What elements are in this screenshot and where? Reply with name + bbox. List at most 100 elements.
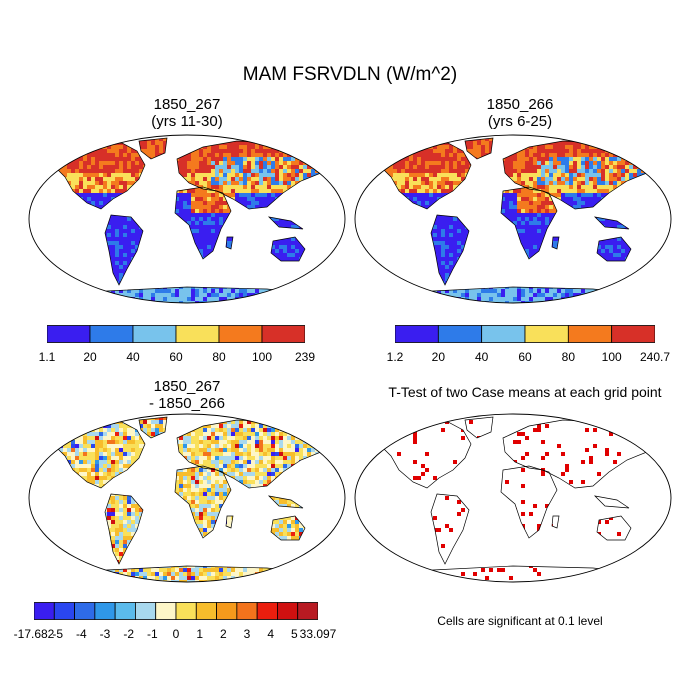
coastline-australia	[596, 236, 632, 262]
cb2-tick-label: 80	[561, 350, 576, 364]
cb2-swatch	[394, 325, 439, 343]
panel-3-title-line2: - 1850_266	[149, 395, 225, 412]
cb3-tick-label: -5	[52, 627, 63, 641]
panel-2-title: 1850_266 (yrs 6-25)	[360, 96, 680, 130]
coastline-madagascar	[551, 515, 560, 529]
cb1-tick-label: 80	[212, 350, 226, 364]
map-border	[28, 413, 346, 583]
cb3-swatch	[256, 602, 278, 620]
cb3-tick-label: 2	[219, 627, 227, 641]
coastline-africa	[174, 465, 232, 539]
colorbar-3-swatches	[33, 602, 319, 620]
cb3-swatch	[33, 602, 55, 620]
colorbar-2-labels: 1.2 20 40 60 80 100 240.7	[387, 350, 670, 366]
cb1-tick-label: 239	[294, 350, 316, 364]
panel-2-title-line1: 1850_266	[486, 96, 554, 113]
colorbar-1: 1.1 20 40 60 80 100 239	[39, 325, 315, 366]
coastline-indonesia	[267, 216, 304, 230]
coastline-sa	[430, 214, 470, 286]
cb2-tick-label: 60	[518, 350, 532, 364]
cb2-swatch	[481, 325, 526, 343]
cb1-swatch	[132, 325, 177, 343]
cb3-swatch	[94, 602, 116, 620]
panel-1-title-line1: 1850_267	[153, 96, 221, 113]
cb2-tick-label: 40	[474, 350, 489, 364]
cb3-swatch	[195, 602, 217, 620]
colorbar-1-swatches	[46, 325, 306, 343]
colorbar-2-swatches	[394, 325, 656, 343]
cb2-swatch	[567, 325, 613, 343]
map-land-group	[377, 416, 654, 582]
cb3-tick-label: -1	[146, 627, 158, 641]
cb1-swatch	[261, 325, 306, 343]
panel-1-title-line2: (yrs 11-30)	[151, 113, 223, 130]
coastline-africa	[500, 186, 558, 260]
significance-note: Cells are significant at 0.1 level	[437, 614, 603, 628]
cb3-swatch	[74, 602, 96, 620]
coastline-africa	[174, 186, 232, 260]
coastline-sa	[430, 493, 470, 565]
cb3-swatch	[277, 602, 299, 620]
cb3-tick-label: -3	[99, 627, 111, 641]
cb3-swatch	[135, 602, 157, 620]
cb3-tick-label: 4	[267, 627, 274, 641]
cb3-swatch	[53, 602, 75, 620]
coastline-greenland	[138, 416, 168, 439]
panel-3-title: 1850_267 - 1850_266	[27, 378, 347, 412]
panel-2-title-line2: (yrs 6-25)	[487, 113, 553, 130]
coastline-indonesia	[593, 216, 630, 230]
cb2-tick-label: 20	[431, 350, 446, 364]
land-field	[378, 417, 653, 582]
figure-title: MAM FSRVDLN (W/m^2)	[242, 64, 458, 85]
cb3-tick-label: 3	[243, 627, 251, 641]
coastline-australia	[270, 515, 306, 541]
coastline-greenland	[464, 416, 494, 439]
coastline-madagascar	[551, 236, 560, 250]
coastline-greenland	[138, 137, 168, 160]
coastline-na	[51, 421, 146, 489]
cb2-swatch	[524, 325, 569, 343]
map-land-group	[51, 137, 328, 303]
coastline-sa	[104, 214, 144, 286]
cb1-swatch	[218, 325, 263, 343]
panel-4-title-line1: T-Test of two Case means at each grid po…	[388, 384, 662, 400]
coastline-indonesia	[593, 495, 630, 509]
cb1-tick-label: 60	[169, 350, 183, 364]
cb3-tick-label: 33.097	[299, 627, 337, 641]
cb3-tick-label: -17.682	[13, 627, 55, 641]
panel-4-title: T-Test of two Case means at each grid po…	[355, 384, 695, 401]
map-panel-1	[28, 134, 346, 304]
cb3-swatch	[216, 602, 238, 620]
cb3-tick-label: 0	[172, 627, 180, 641]
coastline-madagascar	[225, 236, 234, 250]
coastline-australia	[270, 236, 306, 262]
land-field	[52, 417, 327, 582]
land-field	[52, 138, 327, 303]
cb1-tick-label: 20	[83, 350, 97, 364]
cb3-swatch	[297, 602, 319, 620]
land-field	[378, 138, 653, 303]
coastline-greenland	[464, 137, 494, 160]
colorbar-3: -17.682 -5 -4 -3 -2 -1 0 1 2 3 4 5 33.097	[14, 602, 336, 643]
coastline-na	[377, 421, 472, 489]
panel-1-title: 1850_267 (yrs 11-30)	[27, 96, 347, 130]
cb3-tick-label: 5	[290, 627, 298, 641]
cb3-swatch	[114, 602, 136, 620]
cb1-swatch	[46, 325, 91, 343]
map-panel-2	[354, 134, 672, 304]
cb1-tick-label: 100	[251, 350, 273, 364]
cb2-swatch	[437, 325, 483, 343]
coastline-africa	[500, 465, 558, 539]
coastline-na	[377, 142, 472, 210]
map-panel-4	[354, 413, 672, 583]
cb3-swatch	[236, 602, 258, 620]
panel-3-title-line1: 1850_267	[153, 378, 221, 395]
cb3-swatch	[175, 602, 197, 620]
cb3-swatch	[155, 602, 177, 620]
map-land-group	[51, 416, 328, 582]
cb3-tick-label: -4	[75, 627, 87, 641]
cb3-tick-label: 1	[196, 627, 203, 641]
colorbar-2: 1.2 20 40 60 80 100 240.7	[387, 325, 670, 366]
map-land-group	[377, 137, 654, 303]
coastline-na	[51, 142, 146, 210]
